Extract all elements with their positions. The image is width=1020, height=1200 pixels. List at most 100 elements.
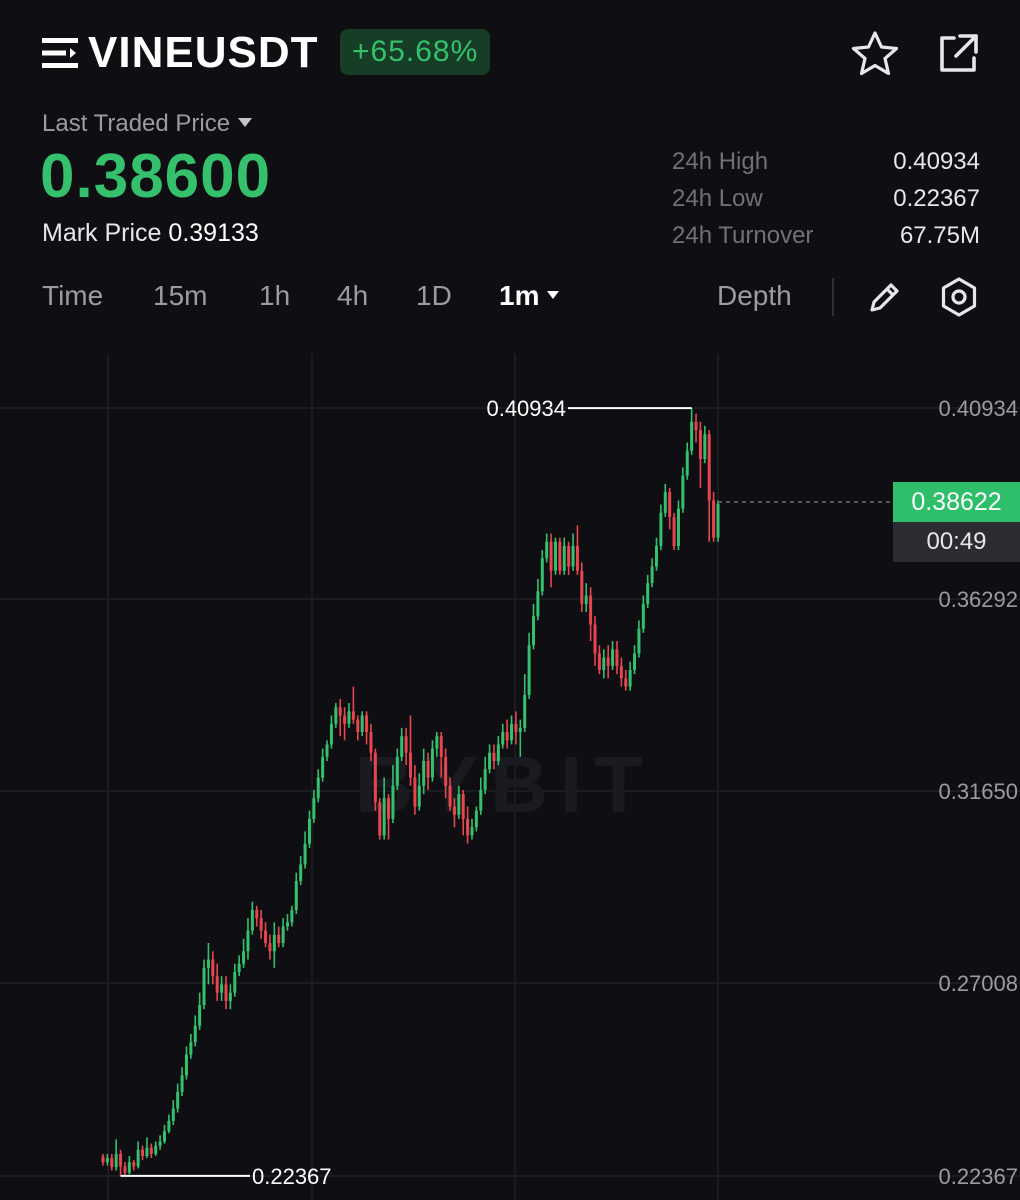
tab-15m[interactable]: 15m <box>153 280 208 311</box>
pencil-icon[interactable] <box>864 278 904 318</box>
candle-body <box>119 1153 123 1167</box>
candle-body <box>597 653 601 670</box>
share-icon[interactable] <box>934 30 982 78</box>
candle-body <box>681 475 685 509</box>
candle-body <box>694 421 698 431</box>
last-traded-price-label: Last Traded Price <box>42 110 231 137</box>
candle-body <box>584 595 588 604</box>
candle-body <box>373 752 377 803</box>
candle-countdown: 00:49 <box>893 522 1020 562</box>
candle-body <box>712 500 716 538</box>
tab-divider <box>832 278 834 316</box>
candle-body <box>444 756 448 786</box>
candle-body <box>426 760 430 778</box>
mark-price-value: 0.39133 <box>168 219 259 247</box>
candle-body <box>307 818 311 844</box>
candle-body <box>325 744 329 757</box>
symbol-title[interactable]: VINEUSDT <box>88 28 319 77</box>
high-low-markers: 0.40934 0.22367 <box>120 396 692 1189</box>
last-traded-price-selector[interactable]: Last Traded Price <box>42 108 253 140</box>
candle-body <box>132 1162 136 1167</box>
candle-body <box>255 909 259 919</box>
candle-body <box>294 880 298 910</box>
tab-1d[interactable]: 1D <box>416 280 452 311</box>
menu-icon[interactable] <box>42 38 78 68</box>
candle-body <box>558 541 562 571</box>
candle-body <box>409 752 412 778</box>
candle-body <box>312 798 316 819</box>
stat-value: 67.75M <box>899 222 980 249</box>
candle-body <box>611 649 615 666</box>
candle-body <box>514 723 518 733</box>
candle-body <box>461 794 465 819</box>
candle-body <box>510 723 514 741</box>
candle-body <box>105 1158 109 1163</box>
tab-4h[interactable]: 4h <box>337 280 369 311</box>
tab-time[interactable]: Time <box>42 280 104 311</box>
candle-body <box>619 665 623 679</box>
candle-body <box>690 421 694 451</box>
change-badge: +65.68% <box>340 29 491 75</box>
mark-price-label: Mark Price <box>42 219 162 247</box>
candle-body <box>281 926 285 943</box>
candle-body <box>707 434 711 501</box>
candle-body <box>224 984 228 1001</box>
candle-body <box>303 843 307 865</box>
candle-body <box>211 959 215 977</box>
candle-body <box>299 864 303 881</box>
candle-body <box>316 777 320 799</box>
candle-body <box>277 934 281 943</box>
candle-body <box>250 909 254 931</box>
candle-body <box>518 727 522 733</box>
star-icon[interactable] <box>850 30 900 78</box>
stat-row-turnover: 24h Turnover 67.75M <box>672 217 980 254</box>
candle-body <box>154 1145 158 1154</box>
tab-1h[interactable]: 1h <box>259 280 291 311</box>
candle-body <box>663 492 667 513</box>
candle-body <box>347 711 351 724</box>
candle-body <box>290 909 294 923</box>
candle-body <box>641 603 645 629</box>
candle-body <box>356 719 360 733</box>
candle-body <box>242 951 246 964</box>
candle-body <box>343 715 347 724</box>
candle-body <box>141 1149 145 1157</box>
candle-body <box>404 736 408 753</box>
candle-body <box>202 967 206 1006</box>
candle-body <box>101 1156 105 1163</box>
y-axis: 0.40934 0.36292 0.31650 0.27008 0.22367 <box>938 396 1018 1189</box>
candle-body <box>158 1141 162 1146</box>
y-axis-tick-label: 0.31650 <box>938 779 1018 804</box>
candle-body <box>237 963 241 972</box>
chart-interval-tabs: Time 15m 1h 4h 1D 1m Depth <box>0 270 1020 320</box>
price-chart[interactable]: BYBIT 0.40934 0.22367 0.40934 0.36292 0.316… <box>0 340 1020 1200</box>
settings-icon[interactable] <box>938 276 980 318</box>
candle-body <box>672 516 676 546</box>
candle-body <box>334 707 338 724</box>
candle-body <box>114 1153 118 1168</box>
tab-depth[interactable]: Depth <box>717 280 792 311</box>
candle-body <box>391 785 395 819</box>
candle-body <box>233 971 237 993</box>
stat-value: 0.22367 <box>893 185 980 212</box>
24h-stats: 24h High 0.40934 24h Low 0.22367 24h Tur… <box>672 143 980 254</box>
candle-body <box>400 736 404 757</box>
candle-body <box>365 715 369 733</box>
stat-row-high: 24h High 0.40934 <box>672 143 980 180</box>
tab-1m[interactable]: 1m <box>499 276 560 316</box>
candle-body <box>633 653 637 670</box>
candle-body <box>655 545 658 567</box>
candle-body <box>602 657 606 670</box>
candle-body <box>698 430 702 460</box>
candle-body <box>628 669 632 687</box>
candle-body <box>417 785 421 807</box>
candle-body <box>259 918 263 931</box>
candle-body <box>136 1149 140 1167</box>
candle-body <box>167 1120 171 1132</box>
candle-body <box>382 798 386 836</box>
y-axis-tick-label: 0.36292 <box>938 587 1018 612</box>
candle-body <box>575 545 579 571</box>
candle-body <box>452 806 456 815</box>
candle-body <box>127 1162 131 1173</box>
candle-body <box>149 1147 153 1154</box>
